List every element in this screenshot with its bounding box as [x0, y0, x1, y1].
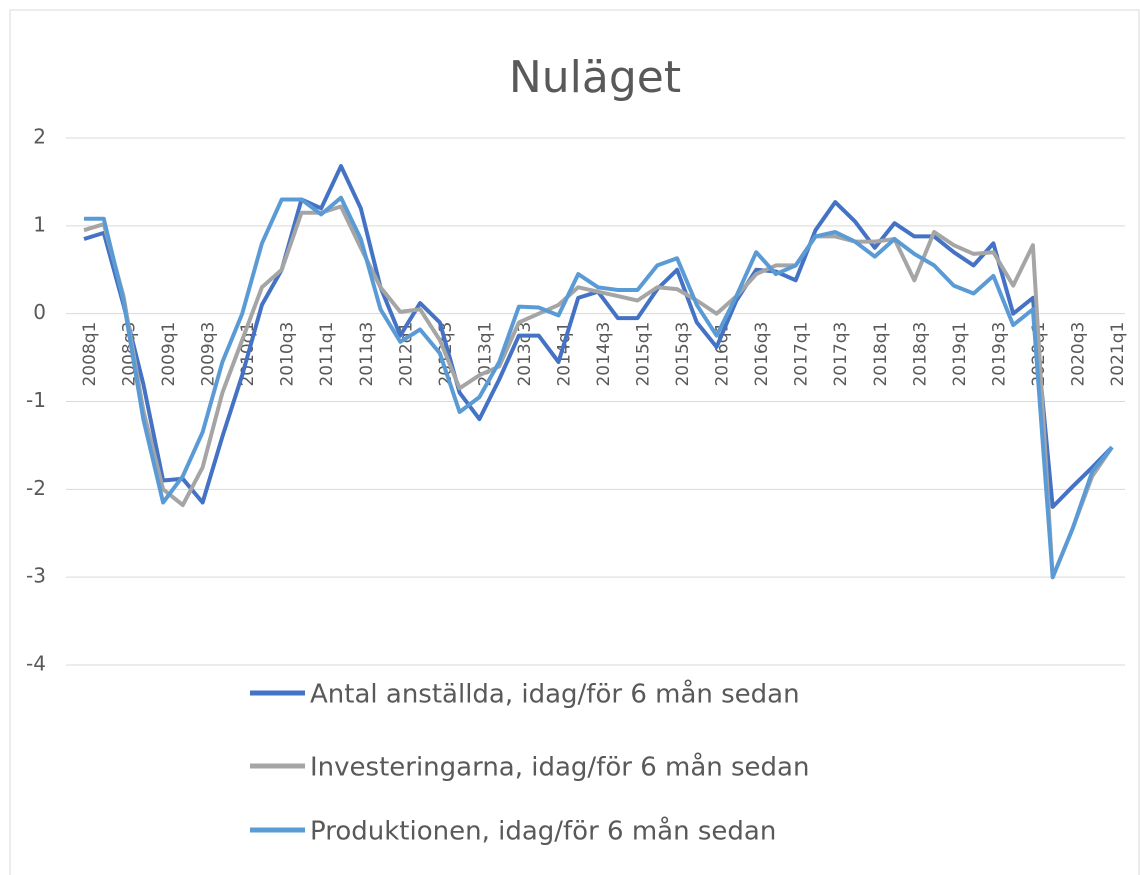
x-tick-label: 2021q1 — [1108, 322, 1128, 387]
y-tick-label: 2 — [33, 125, 46, 149]
chart-title: Nuläget — [509, 52, 681, 103]
x-tick-label: 2014q3 — [594, 322, 614, 387]
x-tick-label: 2016q1 — [713, 322, 733, 387]
x-tick-label: 2009q3 — [199, 322, 219, 387]
series-line — [83, 204, 1114, 580]
legend-label: Produktionen, idag/för 6 mån sedan — [310, 816, 776, 847]
legend-label: Antal anställda, idag/för 6 mån sedan — [310, 679, 800, 710]
x-tick-label: 2018q1 — [871, 322, 891, 387]
x-tick-label: 2012q1 — [396, 322, 416, 387]
chart-frame — [9, 9, 1140, 875]
y-tick-label: -4 — [26, 652, 46, 676]
x-tick-label: 2016q3 — [752, 322, 772, 387]
x-tick-label: 2017q3 — [831, 322, 851, 387]
x-tick-label: 2008q1 — [80, 322, 100, 387]
x-tick-label: 2011q1 — [317, 322, 337, 387]
x-tick-label: 2014q1 — [554, 322, 574, 387]
x-tick-label: 2009q1 — [159, 322, 179, 387]
y-tick-label: 1 — [33, 212, 46, 236]
x-tick-label: 2015q1 — [634, 322, 654, 387]
x-tick-label: 2020q3 — [1068, 322, 1088, 387]
y-tick-label: -1 — [26, 388, 46, 412]
legend-label: Investeringarna, idag/för 6 mån sedan — [310, 752, 809, 783]
x-tick-label: 2011q3 — [357, 322, 377, 387]
y-tick-label: -2 — [26, 476, 46, 500]
series-line — [84, 195, 1114, 580]
x-tick-label: 2019q1 — [950, 322, 970, 387]
y-tick-label: 0 — [33, 300, 46, 324]
x-tick-label: 2018q3 — [910, 322, 930, 387]
x-tick-label: 2017q1 — [792, 322, 812, 387]
y-tick-label: -3 — [26, 564, 46, 588]
x-tick-label: 2010q3 — [278, 322, 298, 387]
x-tick-label: 2013q3 — [515, 322, 535, 387]
x-tick-label: 2015q3 — [673, 322, 693, 387]
x-tick-label: 2019q3 — [989, 322, 1009, 387]
